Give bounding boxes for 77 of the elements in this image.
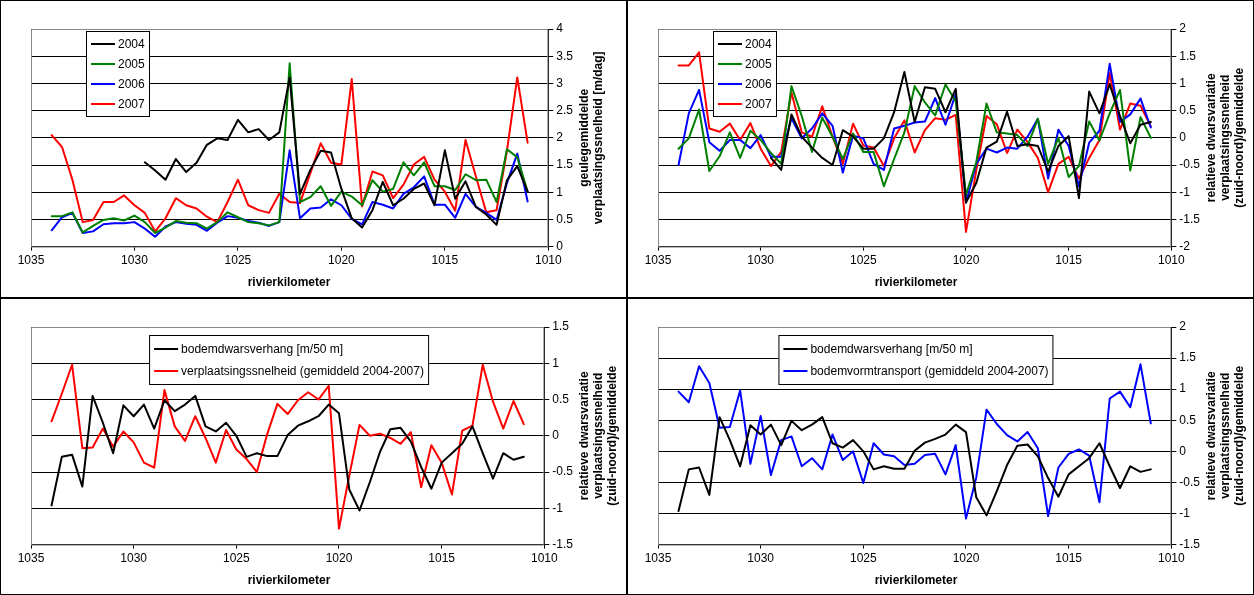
y-tick-label: -0.5 (1179, 157, 1201, 172)
y-tick-label: 4 (556, 21, 564, 36)
x-tick-label: 1010 (534, 253, 562, 268)
x-tick-label: 1020 (328, 253, 356, 268)
y-tick-label: 3.5 (556, 48, 574, 63)
legend-label: 2007 (745, 96, 772, 113)
x-tick-label: 1025 (849, 253, 877, 268)
x-tick-label: 1035 (644, 253, 672, 268)
legend-label: verplaatsingssnelheid (gemiddeld 2004-2007) (181, 362, 424, 380)
y-tick-label: 0.5 (552, 391, 570, 406)
y-tick-label: 1.5 (1179, 48, 1197, 63)
x-tick-label: 1015 (431, 253, 459, 268)
x-tick-label: 1035 (644, 550, 672, 565)
legend-label: bodemvormtransport (gemiddeld 2004-2007) (810, 362, 1049, 380)
y-tick-label: 1.5 (556, 157, 574, 172)
x-tick-label: 1010 (1157, 550, 1185, 565)
x-tick-label: 1015 (1055, 550, 1083, 565)
y-tick-label: -1 (552, 500, 564, 515)
y-tick-label: 0 (552, 427, 560, 442)
y-tick-label: 0 (556, 238, 564, 253)
x-tick-label: 1035 (17, 253, 45, 268)
x-tick-label: 1030 (747, 253, 775, 268)
x-tick-label: 1020 (952, 550, 980, 565)
x-tick-label: 1025 (849, 550, 877, 565)
y-tick-label: -1 (1179, 505, 1191, 520)
y-tick-label: -1.5 (1179, 211, 1201, 226)
legend-label: bodemdwarsverhang [m/50 m] (181, 340, 344, 358)
y-tick-label: 1.5 (552, 318, 570, 333)
x-axis-title: rivierkilometer (873, 572, 959, 587)
x-tick-label: 1015 (1055, 253, 1083, 268)
x-tick-label: 1030 (120, 550, 148, 565)
y-axis-title: geulegemiddelde verplaatsingssnelheid [m/dag] (577, 51, 606, 225)
y-tick-label: 0 (1179, 443, 1187, 458)
x-axis-title: rivierkilometer (873, 275, 959, 289)
y-tick-label: 0.5 (1179, 102, 1197, 117)
legend-label: bodemdwarsverhang [m/50 m] (810, 340, 973, 358)
y-tick-label: -2 (1179, 238, 1191, 253)
x-tick-label: 1010 (1157, 253, 1185, 268)
x-tick-label: 1015 (428, 550, 456, 565)
x-tick-label: 1035 (17, 550, 45, 565)
x-tick-label: 1030 (121, 253, 149, 268)
y-tick-label: 2 (556, 130, 564, 145)
legend-label: 2005 (745, 56, 772, 73)
y-axis-title: relatieve dwarsvariatie verplaatsingssnelheid (zuid-noord)/gemiddelde (577, 364, 620, 506)
x-tick-label: 1025 (222, 550, 250, 565)
x-tick-label: 1025 (224, 253, 252, 268)
y-tick-label: 0.5 (1179, 412, 1197, 427)
x-tick-label: 1010 (530, 550, 558, 565)
y-tick-label: 1.5 (1179, 349, 1197, 364)
y-tick-label: -1.5 (1179, 536, 1201, 551)
y-tick-label: 0.5 (556, 211, 574, 226)
y-tick-label: 1 (556, 184, 564, 199)
x-tick-label: 1020 (325, 550, 353, 565)
legend-label: 2006 (745, 76, 772, 93)
y-tick-label: -0.5 (552, 463, 574, 478)
legend-label: 2004 (118, 36, 145, 53)
y-tick-label: 2.5 (556, 102, 574, 117)
y-tick-label: 0 (1179, 130, 1187, 145)
y-tick-label: 3 (556, 75, 564, 90)
y-tick-label: 1 (1179, 75, 1187, 90)
legend-label: 2004 (745, 36, 772, 53)
x-tick-label: 1030 (747, 550, 775, 565)
legend-label: 2005 (118, 56, 145, 73)
x-axis-title: rivierkilometer (246, 275, 332, 289)
y-tick-label: 2 (1179, 21, 1187, 36)
y-axis-title: relatieve dwarsvariatie verplaatsingssnelheid (zuid-noord)/gemiddelde (1204, 364, 1247, 506)
x-axis-title: rivierkilometer (246, 572, 332, 587)
y-tick-label: 2 (1179, 318, 1187, 333)
y-tick-label: -1.5 (552, 536, 574, 551)
legend-label: 2007 (118, 96, 145, 113)
y-tick-label: -1 (1179, 184, 1191, 199)
x-tick-label: 1020 (952, 253, 980, 268)
y-tick-label: 1 (552, 355, 560, 370)
legend-label: 2006 (118, 76, 145, 93)
y-axis-title: relatieve dwarsvariatie verplaatsingssnelheid (zuid-noord)/gemiddelde (1204, 67, 1247, 208)
y-tick-label: -0.5 (1179, 474, 1201, 489)
y-tick-label: 1 (1179, 380, 1187, 395)
